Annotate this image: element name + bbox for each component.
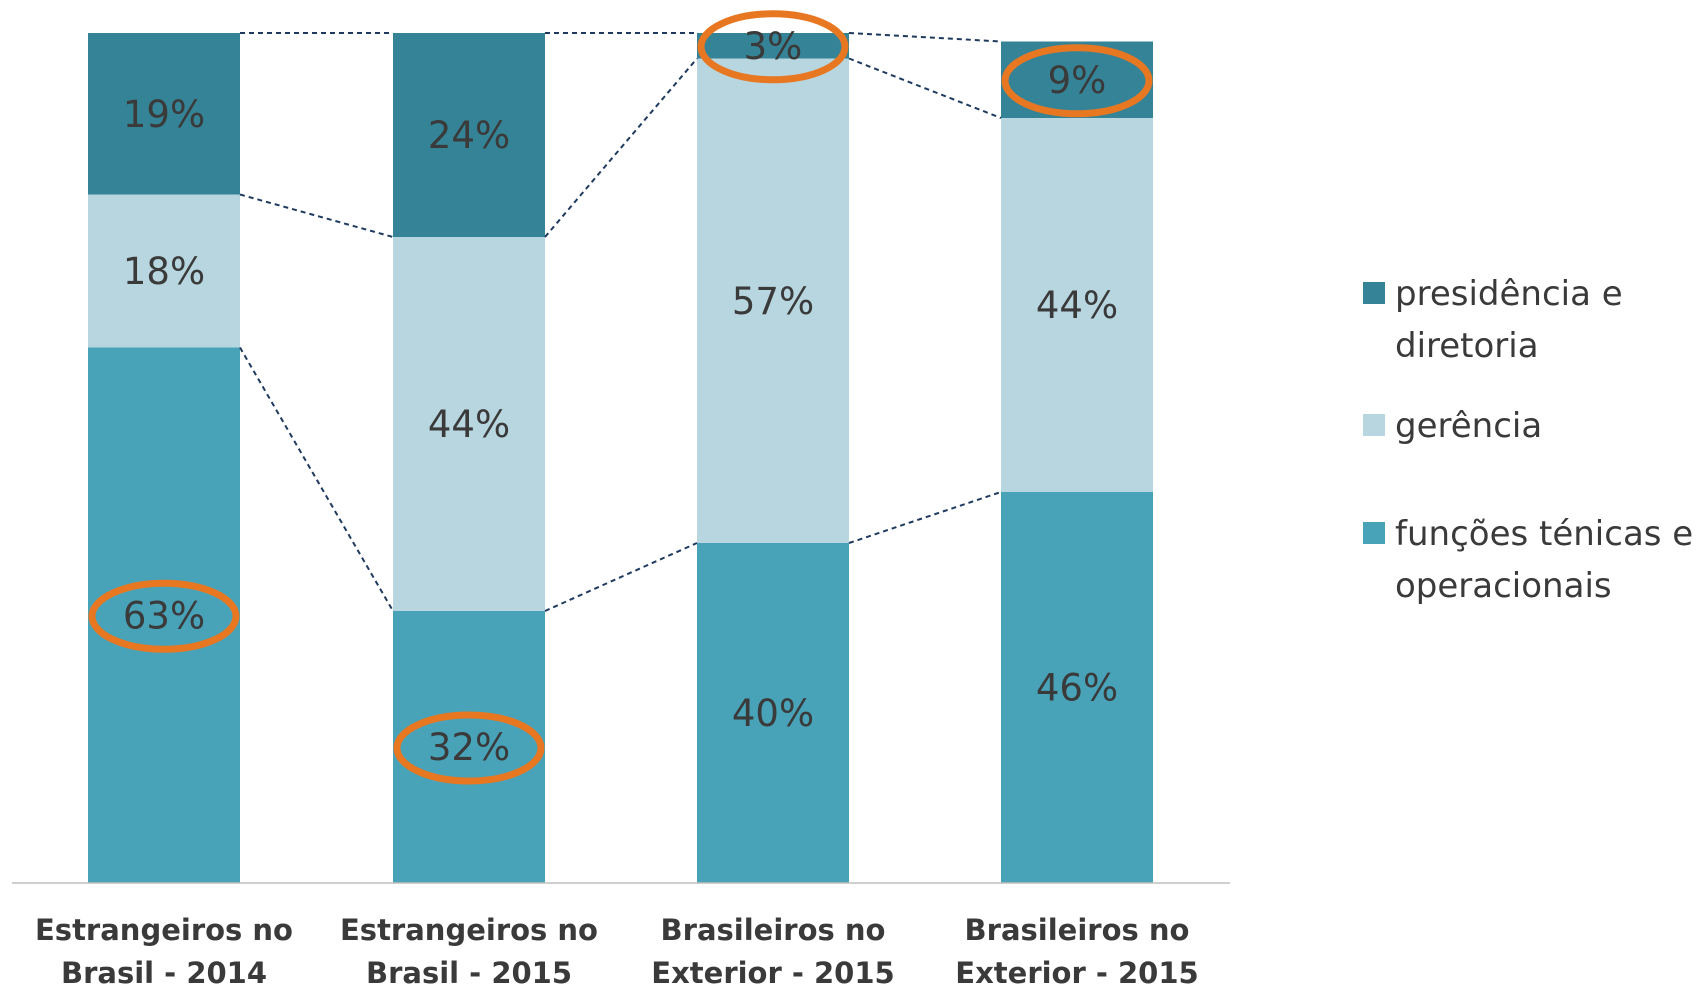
data-label: 57% [732, 280, 814, 323]
bar-segment [393, 33, 545, 237]
connector-line [848, 32, 1002, 43]
data-label: 19% [123, 93, 205, 136]
connector-line [848, 491, 1002, 544]
data-label: 9% [1048, 59, 1107, 102]
highlight-ellipse [1001, 44, 1153, 118]
connector-line [544, 57, 698, 238]
data-label: 32% [428, 726, 510, 769]
category-label: Brasileiros no [661, 913, 886, 947]
category-label: Brasil - 2014 [61, 956, 267, 987]
bar-segment [393, 237, 545, 611]
connector-line [239, 193, 394, 238]
data-label: 46% [1036, 667, 1118, 710]
bar-segment [88, 347, 240, 883]
legend-item-presidencia: presidência e diretoria [1363, 268, 1703, 372]
data-label: 63% [123, 594, 205, 637]
legend-swatch-gerencia [1363, 414, 1385, 436]
bar-segment [1001, 492, 1153, 883]
bar-segment [88, 33, 240, 195]
legend-item-gerencia: gerência [1363, 400, 1703, 452]
data-label: 3% [744, 25, 803, 68]
data-label: 40% [732, 692, 814, 735]
bar-segment [697, 33, 849, 59]
connector-line [848, 57, 1002, 119]
legend-label-line: operacionais [1395, 566, 1612, 606]
bar-segment [697, 543, 849, 883]
legend-label-presidencia: presidência e diretoria [1395, 268, 1623, 372]
data-label: 24% [428, 114, 510, 157]
legend-swatch-funcoes [1363, 522, 1385, 544]
legend-label-line: presidência e [1395, 274, 1623, 314]
highlight-ellipse [393, 711, 545, 785]
data-label: 44% [1036, 284, 1118, 327]
legend-label-line: diretoria [1395, 326, 1539, 366]
legend-label-funcoes: funções ténicas e operacionais [1395, 508, 1693, 612]
legend: presidência e diretoria gerência funções… [1363, 268, 1703, 640]
bar-segment [88, 194, 240, 348]
category-label: Estrangeiros no [35, 913, 293, 947]
bar-segment [697, 58, 849, 543]
bar-segment [393, 611, 545, 883]
data-label: 44% [428, 403, 510, 446]
legend-label-line: funções ténicas e [1395, 514, 1694, 554]
data-label: 18% [123, 250, 205, 293]
legend-label-gerencia: gerência [1395, 400, 1542, 452]
connector-line [239, 346, 394, 612]
highlight-ellipse [88, 579, 240, 653]
category-label: Exterior - 2015 [651, 956, 894, 987]
category-label: Exterior - 2015 [955, 956, 1198, 987]
connector-line [544, 542, 698, 612]
highlight-ellipse [697, 10, 849, 84]
category-label: Brasileiros no [965, 913, 1190, 947]
legend-label-line: gerência [1395, 406, 1543, 446]
category-label: Brasil - 2015 [366, 956, 572, 987]
legend-item-funcoes: funções ténicas e operacionais [1363, 508, 1703, 612]
bar-segment [1001, 118, 1153, 492]
legend-swatch-presidencia [1363, 282, 1385, 304]
category-label: Estrangeiros no [340, 913, 598, 947]
